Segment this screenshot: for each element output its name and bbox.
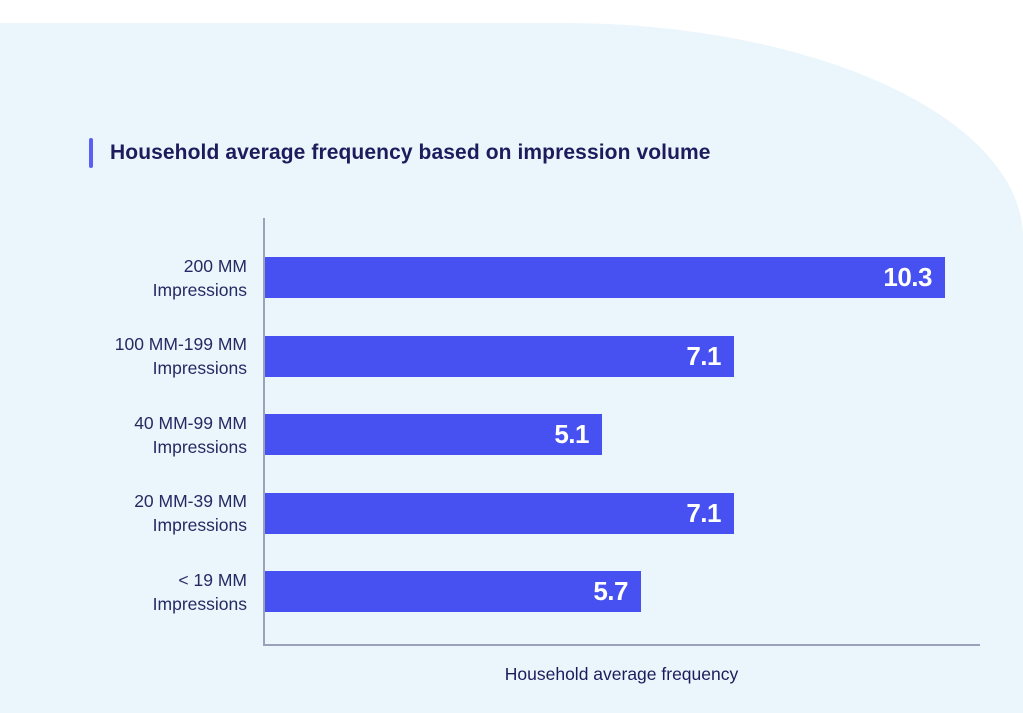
category-label-line1: 20 MM-39 MM [134,491,247,511]
bar-value-label: 5.1 [554,419,589,449]
bar-row: 200 MM Impressions 10.3 [153,256,980,300]
bar-row: 100 MM-199 MM Impressions 7.1 [115,334,980,378]
category-label-line2: Impressions [152,358,247,378]
bar-value-label: 7.1 [686,497,721,528]
bar: 5.7 [265,571,641,612]
category-label-line1: 40 MM-99 MM [134,412,247,433]
category-label-line2: Impressions [152,515,247,535]
bar-row: < 19 MM Impressions 5.7 [153,570,980,614]
category-label: 40 MM-99 MM Impressions [72,411,247,459]
bar: 7.1 [265,335,734,377]
category-label-line2: Impressions [152,279,247,300]
bar: 7.1 [265,492,734,534]
chart-header: Household average frequency based on imp… [89,138,711,168]
bar-row: 20 MM-39 MM Impressions 7.1 [134,491,980,535]
chart-title: Household average frequency based on imp… [110,141,711,164]
category-label-line1: 200 MM [183,255,247,276]
category-label-line1: 100 MM-199 MM [114,334,247,354]
category-label: 200 MM Impressions [72,254,247,302]
category-label: 100 MM-199 MM Impressions [72,332,247,380]
category-label-line2: Impressions [152,593,247,614]
x-axis-label: Household average frequency [504,664,739,684]
category-label-line2: Impressions [152,436,247,457]
bar-value-label: 10.3 [883,262,932,292]
bar-row: 40 MM-99 MM Impressions 5.1 [134,413,980,457]
bar-value-label: 7.1 [686,340,721,371]
category-label-line1: < 19 MM [178,569,247,590]
category-label: < 19 MM Impressions [72,568,247,616]
plot-area: 200 MM Impressions 10.3 100 MM-199 MM Im… [115,218,980,646]
title-accent-bar [89,138,93,168]
bar: 5.1 [265,414,602,455]
bar: 10.3 [265,257,945,298]
bar-value-label: 5.7 [593,576,628,606]
category-label: 20 MM-39 MM Impressions [72,489,247,537]
